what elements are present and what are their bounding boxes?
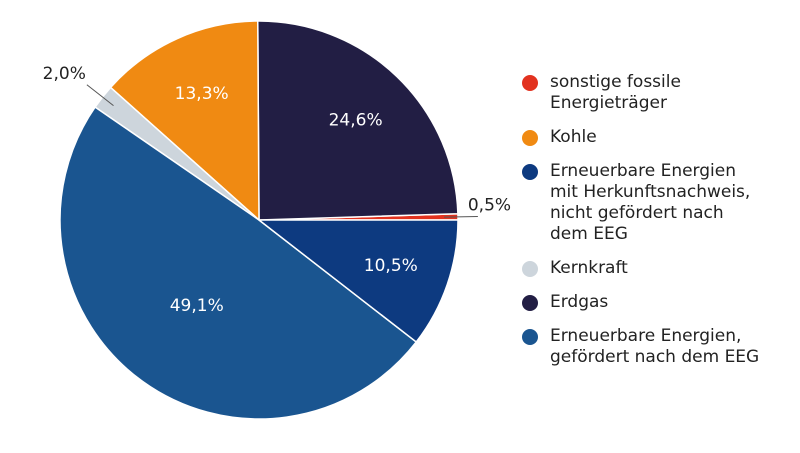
legend-label: Erdgas [550,292,609,312]
legend-item-erdgas: Erdgas [522,292,792,313]
legend-label: sonstige fossile Energieträger [550,72,681,113]
legend-label: Kernkraft [550,258,628,278]
legend: sonstige fossile Energieträger Kohle Erneu… [522,72,792,381]
leader-line [86,84,114,107]
legend-label: Erneuerbare Energien mit Herkunftsnachwe… [550,161,751,244]
pie-slice-erdgas [256,20,459,221]
slice-value-label: 49,1% [170,296,224,316]
slice-value-label: 13,3% [175,84,229,104]
legend-swatch [522,295,538,311]
legend-label: Kohle [550,127,597,147]
legend-swatch [522,261,538,277]
slice-value-label: 24,6% [329,111,383,131]
slice-value-label: 0,5% [468,196,511,216]
legend-item-erneuerbare-energien-mit-herkunftsnachweis-nicht-gefördert-nach-dem-eeg: Erneuerbare Energien mit Herkunftsnachwe… [522,161,792,245]
legend-swatch [522,75,538,91]
legend-swatch [522,329,538,345]
legend-label: Erneuerbare Energien, gefördert nach dem… [550,326,760,367]
pie-slice-kohle [109,20,260,222]
pie-slice-erneuerbare-energien-mit-herkunftsnachweis-nicht-gefördert-nach-dem-eeg [256,219,459,344]
slice-value-label: 2,0% [43,64,86,84]
legend-item-sonstige-fossile-energieträger: sonstige fossile Energieträger [522,72,792,114]
legend-item-kernkraft: Kernkraft [522,258,792,279]
legend-item-kohle: Kohle [522,127,792,148]
legend-swatch [522,130,538,146]
legend-swatch [522,164,538,180]
slice-value-label: 10,5% [364,256,418,276]
pie-slice-erneuerbare-energien-gefördert-nach-dem-eeg [59,106,418,420]
leader-line [444,216,478,218]
legend-item-erneuerbare-energien-gefördert-nach-dem-eeg: Erneuerbare Energien, gefördert nach dem… [522,326,792,368]
